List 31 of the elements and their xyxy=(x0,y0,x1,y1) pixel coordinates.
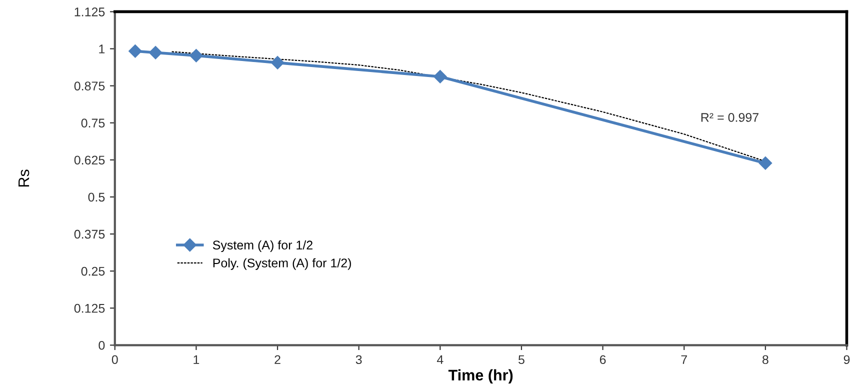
y-tick-label: 1.125 xyxy=(74,8,105,16)
annotation: R² = 0.997 xyxy=(701,113,758,122)
x-tick-label: 2 xyxy=(274,355,280,364)
point xyxy=(270,56,284,70)
x-tick-label: 5 xyxy=(518,355,524,364)
y-tick-label: 0.5 xyxy=(88,192,105,202)
y-tick-label: 0 xyxy=(98,340,105,350)
x-tick-label: 6 xyxy=(600,355,606,364)
y-tick-label: 0.75 xyxy=(81,118,105,128)
y-tick-label: 0.25 xyxy=(81,266,105,276)
y-tick-label: 0.375 xyxy=(74,230,105,239)
x-axis-title: Time (hr) xyxy=(448,369,513,384)
x-tick-label: 1 xyxy=(194,355,200,364)
x-tick-label: 9 xyxy=(844,355,850,364)
x-tick-label: 7 xyxy=(681,355,687,364)
y-tick-label: 0.875 xyxy=(74,82,105,90)
y-tick-label: 0.125 xyxy=(74,304,105,313)
legend-label: Poly. (System (A) for 1/2) xyxy=(213,258,351,270)
x-tick-label: 0 xyxy=(112,355,118,364)
point xyxy=(758,156,772,170)
x-tick-label: 3 xyxy=(356,355,362,364)
x-tick-label: 8 xyxy=(762,355,768,364)
point xyxy=(128,44,142,58)
point xyxy=(148,46,162,60)
x-tick-label: 4 xyxy=(436,355,444,364)
y-tick-label: 0.625 xyxy=(74,156,105,165)
y-axis-title: Rs xyxy=(18,170,30,187)
legend-label: System (A) for 1/2 xyxy=(212,240,312,252)
point xyxy=(434,70,447,84)
y-tick-label: 1 xyxy=(99,44,105,54)
point xyxy=(190,48,203,62)
